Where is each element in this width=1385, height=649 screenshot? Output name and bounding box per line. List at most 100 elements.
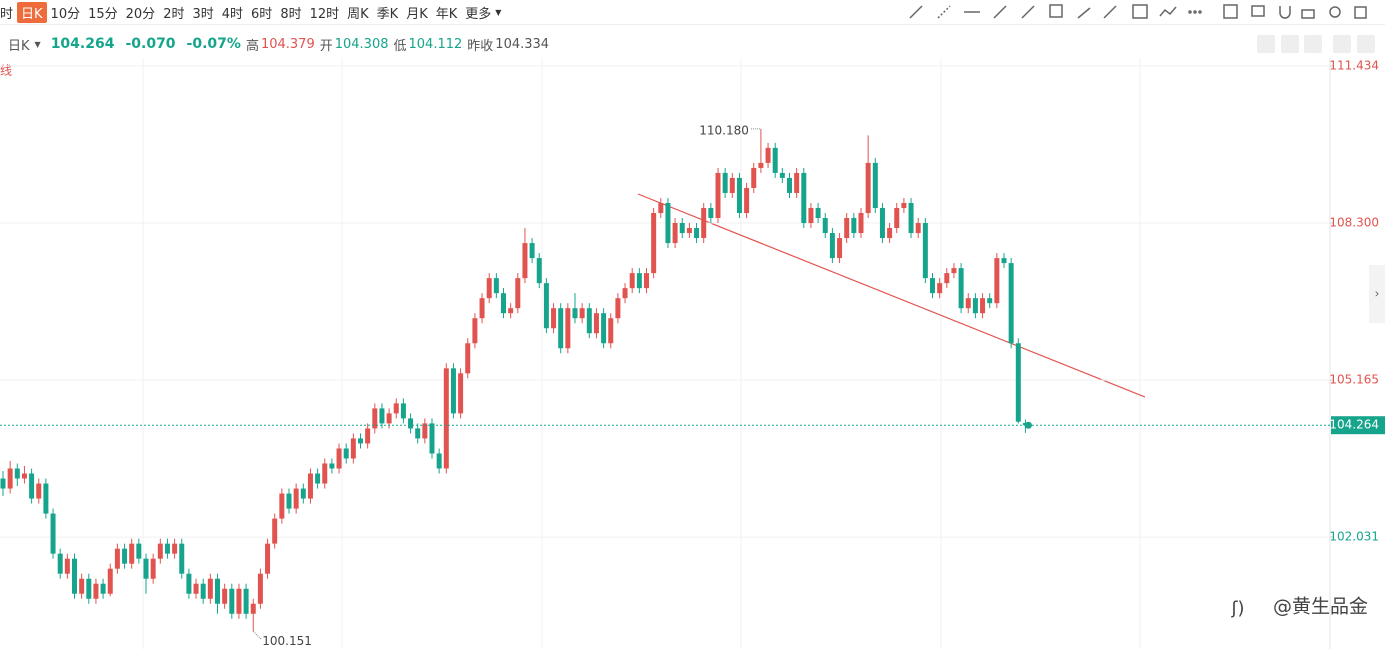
candle-body xyxy=(350,438,356,459)
period-tab[interactable]: 日K xyxy=(17,1,47,23)
vertical-grid xyxy=(142,58,1141,649)
candle-body xyxy=(715,172,721,219)
candle-body xyxy=(694,228,700,239)
candle-body xyxy=(536,258,542,284)
last-price-tag xyxy=(1331,416,1385,435)
candle-body xyxy=(408,418,414,429)
trend-line[interactable] xyxy=(637,193,1146,398)
y-tick-label: 111.434 xyxy=(1329,59,1379,73)
candle-body xyxy=(729,177,735,193)
candle-body xyxy=(265,543,271,574)
candle-body xyxy=(443,368,449,469)
candle-body xyxy=(858,213,864,234)
candle-body xyxy=(901,202,907,208)
price: 104.264 xyxy=(50,36,115,52)
candle-body xyxy=(915,223,921,234)
candle-body xyxy=(272,518,278,544)
candle-body xyxy=(608,318,614,344)
candle-body xyxy=(722,172,728,193)
candle-body xyxy=(851,218,857,234)
candle-body xyxy=(429,423,435,454)
candle-body xyxy=(601,313,607,344)
annotation-label: 110.180 xyxy=(699,123,749,137)
period-tab[interactable]: 15分 xyxy=(88,6,118,22)
candle-body xyxy=(865,162,871,214)
candle-body xyxy=(358,438,363,444)
candle-body xyxy=(779,172,785,178)
period-tab[interactable]: 月K xyxy=(406,6,428,22)
period-tab[interactable]: 季K xyxy=(376,6,399,22)
candle-body xyxy=(114,548,120,569)
candle-body xyxy=(79,578,85,594)
y-tick-label: 102.031 xyxy=(1329,530,1379,544)
last-price-dot xyxy=(1024,421,1032,429)
candle-body xyxy=(879,207,885,239)
candle-body xyxy=(386,413,392,424)
candle-body xyxy=(758,162,764,168)
candle-body xyxy=(951,268,957,274)
candle-body xyxy=(822,218,828,234)
candle-body xyxy=(815,207,821,219)
candle-body xyxy=(143,558,149,579)
last-price-label: 104.264 xyxy=(1329,418,1379,432)
candle-body xyxy=(701,207,707,239)
change: -0.070 xyxy=(125,36,176,52)
candle-body xyxy=(794,172,800,193)
candle-body xyxy=(207,578,213,599)
candle-body xyxy=(872,162,878,208)
candle-body xyxy=(801,172,807,224)
candle-body xyxy=(829,233,835,259)
candle-body xyxy=(486,278,492,299)
candle-body xyxy=(422,423,428,439)
candle-body xyxy=(844,218,850,239)
candle-body xyxy=(393,403,399,414)
period-tab[interactable]: 年K xyxy=(435,6,458,22)
candle-body xyxy=(400,403,406,419)
candle-body xyxy=(257,573,263,604)
candle-body xyxy=(586,308,592,334)
candle-body xyxy=(965,298,971,309)
candle-body xyxy=(336,448,342,469)
annotation-label: 100.151 xyxy=(262,634,312,648)
candle-body xyxy=(193,583,199,594)
candle-body xyxy=(672,223,678,244)
candle-body xyxy=(751,167,757,188)
candle-body xyxy=(343,448,349,459)
period-tab[interactable]: 12时 xyxy=(309,6,340,22)
candle-body xyxy=(36,483,42,499)
period-cut[interactable]: 时 xyxy=(0,6,14,22)
period-tab[interactable]: 3时 xyxy=(192,6,214,22)
more-menu[interactable]: 更多 xyxy=(465,6,492,22)
candle-body xyxy=(315,473,321,484)
candle-body xyxy=(329,463,335,469)
period-tab[interactable]: 周K xyxy=(347,6,369,22)
candle-body xyxy=(894,207,900,229)
candle-body xyxy=(644,273,649,289)
period-tab[interactable]: 8时 xyxy=(280,6,302,22)
period-tab[interactable]: 2时 xyxy=(163,6,185,22)
candle-body xyxy=(243,588,249,614)
candle-body xyxy=(665,202,671,244)
open: 104.308 xyxy=(334,36,389,52)
candle-body xyxy=(450,368,456,414)
candle-body xyxy=(21,473,27,479)
candle-body xyxy=(508,308,514,314)
candle-body xyxy=(651,213,657,274)
side-tab[interactable] xyxy=(1369,265,1385,323)
annotation-leader xyxy=(252,630,262,640)
candle-body xyxy=(179,543,185,574)
period-select[interactable]: 日K xyxy=(8,38,30,54)
candle-body xyxy=(150,558,156,579)
candle-body xyxy=(86,578,92,599)
candle-body xyxy=(236,588,242,614)
candle-body xyxy=(787,177,792,193)
period-tab[interactable]: 4时 xyxy=(221,6,244,22)
candle-body xyxy=(14,468,20,479)
candle-body xyxy=(64,558,70,574)
candle-body xyxy=(157,543,163,559)
candle-body xyxy=(944,273,950,284)
period-tab[interactable]: 10分 xyxy=(50,6,81,22)
candle-body xyxy=(279,493,285,519)
period-tab[interactable]: 20分 xyxy=(125,6,156,22)
period-tab[interactable]: 6时 xyxy=(251,6,273,22)
